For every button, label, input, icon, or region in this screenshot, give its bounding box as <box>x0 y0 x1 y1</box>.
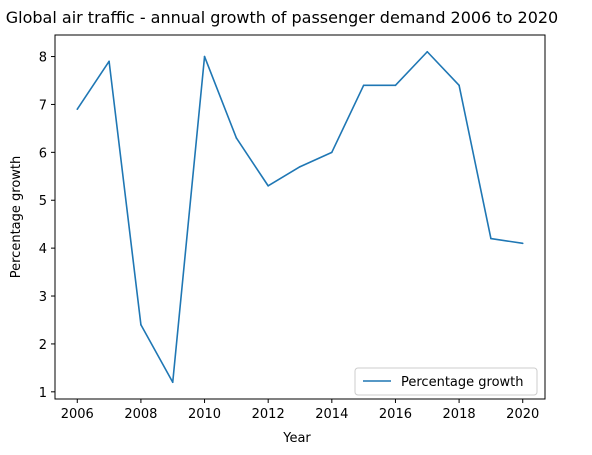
legend-label: Percentage growth <box>401 375 524 390</box>
data-point <box>331 151 333 154</box>
data-point <box>490 237 492 240</box>
y-tick-label: 3 <box>39 290 47 305</box>
x-axis: 2006 2008 2010 2012 2014 2016 2018 2020 <box>61 399 539 422</box>
data-points <box>76 50 524 384</box>
x-tick-label: 2014 <box>315 407 348 422</box>
data-point <box>299 165 301 168</box>
legend: Percentage growth <box>354 367 538 396</box>
y-axis-label: Percentage growth <box>9 156 24 279</box>
y-tick-label: 1 <box>39 386 47 401</box>
x-tick-label: 2016 <box>379 407 412 422</box>
data-point <box>140 323 142 326</box>
x-tick-label: 2020 <box>506 407 539 422</box>
y-axis: 1 2 3 4 5 6 7 8 <box>39 51 55 401</box>
x-tick-label: 2018 <box>443 407 476 422</box>
data-point <box>458 84 460 87</box>
data-point <box>108 60 110 63</box>
data-point <box>203 55 206 58</box>
y-tick-label: 4 <box>39 242 47 257</box>
plot-area <box>54 34 546 400</box>
y-tick-label: 8 <box>39 51 47 66</box>
y-tick-label: 6 <box>39 146 47 161</box>
x-tick-label: 2010 <box>188 407 221 422</box>
data-point <box>362 84 365 87</box>
x-tick-label: 2006 <box>61 407 94 422</box>
legend-box <box>354 367 538 396</box>
data-point <box>171 381 174 384</box>
y-tick-label: 7 <box>39 98 47 113</box>
chart-title: Global air traffic - annual growth of pa… <box>6 8 558 27</box>
y-tick-label: 2 <box>39 338 47 353</box>
data-point <box>235 137 238 139</box>
x-tick-label: 2012 <box>252 407 285 422</box>
data-point <box>426 50 429 53</box>
data-point <box>394 84 397 87</box>
x-tick-label: 2008 <box>124 407 157 422</box>
data-point <box>267 185 269 187</box>
data-point <box>76 108 79 111</box>
series-line-percentage-growth <box>76 50 523 384</box>
x-axis-label: Year <box>282 431 311 446</box>
y-tick-label: 5 <box>39 194 47 209</box>
data-point <box>521 242 524 245</box>
